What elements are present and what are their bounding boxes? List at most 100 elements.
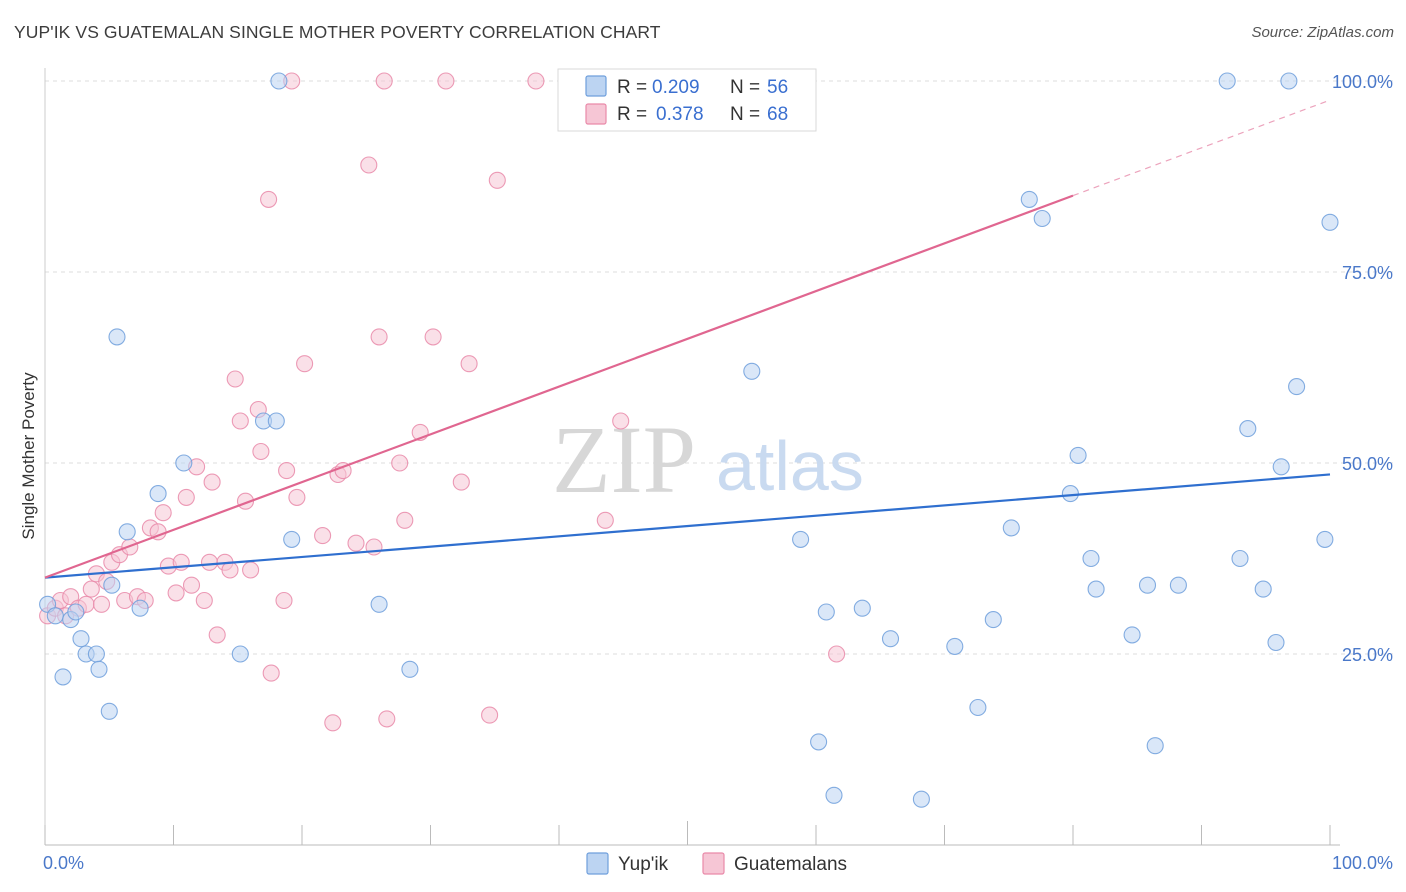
yupik-point [1061,485,1079,503]
watermark-atlas: atlas [716,427,864,505]
yupik-point [1123,626,1141,644]
yupik-point [283,530,301,548]
yupik-point [1288,378,1306,396]
yupik-point [72,630,90,648]
yupik-point [1280,72,1298,90]
guatemalans-point [195,591,213,610]
guatemalans-point [221,561,239,579]
guatemalans-point [488,171,506,189]
guatemalans-point [424,328,442,346]
yupik-point [817,603,835,621]
yupik-point [969,698,987,717]
yupik-point [87,645,105,663]
guatemalans-point [288,488,306,506]
guatemalans-point [460,355,478,373]
yupik-point [1146,737,1164,755]
legend-r-value-guatemalans: 0.378 [656,104,704,125]
yupik-trend-line [44,473,1331,579]
bottom-legend-label-guatemalans: Guatemalans [734,854,847,875]
legend-n-value-yupik: 56 [767,77,788,98]
guatemalans-point [828,645,846,663]
guatemalans-point [396,511,414,529]
source-label: Source: ZipAtlas.com [1251,24,1394,41]
legend-n-label-yupik: N = [730,77,760,98]
legend-n-value-guatemalans: 68 [767,104,788,125]
yupik-point [1321,213,1339,231]
yupik-point [54,668,72,686]
guatemalans-point [278,462,296,480]
yupik-point [1231,549,1249,568]
yupik-point [1239,420,1257,438]
yupik-point [267,412,285,430]
guatemalans-point [314,527,332,545]
yupik-point [984,611,1002,629]
yupik-point [1033,209,1051,228]
yupik-point [1087,580,1105,598]
yupik-point [912,790,930,808]
yupik-point [1138,576,1157,594]
x-tick-label: 100.0% [1332,853,1393,873]
yupik-point [100,702,118,720]
guatemalans-point [82,580,100,598]
guatemalans-point [370,328,388,346]
guatemalans-point [242,561,260,579]
tick-labels: 25.0% 50.0% 75.0% 100.0% 0.0% 100.0% [43,72,1393,873]
guatemalans-point [391,454,409,472]
guatemalans-point [378,710,396,728]
yupik-point [46,607,64,625]
guatemalans-point [262,664,280,682]
yupik-point [881,630,900,648]
y-axis-label: Single Mother Poverty [19,372,38,540]
yupik-points [39,72,1339,808]
legend-n-label-guatemalans: N = [730,104,760,125]
y-tick-label: 50.0% [1342,454,1393,474]
guatemalans-trend-line-projection [1072,99,1331,197]
yupik-point [825,786,843,804]
yupik-point [1272,458,1290,476]
yupik-point [1069,446,1087,464]
yupik-point [810,733,828,751]
legend-r-value-yupik: 0.209 [652,77,700,98]
guatemalans-point [360,156,378,174]
bottom-legend: Yup'ik Guatemalans [586,852,847,875]
yupik-point [1020,190,1038,208]
guatemalans-point [596,511,614,529]
legend-r-label-yupik: R = [617,77,647,98]
yupik-point [1002,519,1020,537]
yupik-point [103,576,121,594]
yupik-point [792,530,810,548]
guatemalans-point [200,553,219,571]
yupik-point [231,645,249,663]
yupik-point [946,637,964,655]
yupik-point [853,599,871,617]
bottom-legend-label-yupik: Yup'ik [618,854,669,875]
guatemalans-point [226,370,244,388]
bottom-legend-swatch-yupik [586,852,609,875]
guatemalans-point [452,473,470,491]
yupik-point [370,595,388,613]
guatemalans-point [92,595,111,613]
guatemalans-point [203,473,221,491]
yupik-point [131,599,149,617]
axes [44,68,1340,846]
guatemalans-point [347,534,365,552]
legend-r-label-guatemalans: R = [617,104,647,125]
guatemalans-point [260,190,278,208]
yupik-point [67,603,85,621]
watermark: ZIP atlas [552,406,864,513]
y-tick-label: 25.0% [1342,645,1393,665]
guatemalans-point [208,626,226,644]
guatemalans-point [437,72,455,90]
yupik-point [1267,633,1285,652]
yupik-point [270,72,288,90]
guatemalans-point [375,72,393,90]
yupik-point [1169,576,1187,594]
bottom-legend-swatch-guatemalans [702,852,725,875]
guatemalans-point [324,714,342,732]
guatemalans-point [154,504,172,522]
guatemalans-point [481,706,499,724]
guatemalans-point [167,584,185,602]
guatemalans-point [275,591,293,610]
yupik-point [1082,549,1100,568]
